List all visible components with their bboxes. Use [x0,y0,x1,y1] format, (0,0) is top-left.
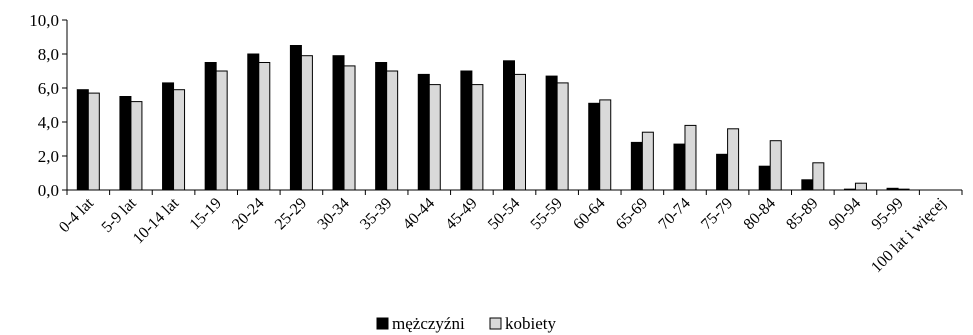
bar-mezczyzni-4 [247,53,260,191]
x-tick-label-group-18: 90-94 [826,195,864,233]
bar-kobiety-3 [215,70,228,191]
bar-mezczyzni-8 [417,73,430,191]
y-axis: 0,0 2,0 4,0 6,0 8,0 10,0 [29,11,68,200]
x-tick-label-group-13: 65-69 [613,195,651,233]
bar-kobiety-8 [428,84,441,191]
bar-mezczyzni-9 [460,70,473,191]
bar-kobiety-18 [854,182,867,191]
x-tick-label-group-20: 100 lat i więcej [868,195,949,276]
x-tick-label-group-10: 50-54 [485,195,523,233]
bar-mezczyzni-13 [630,141,643,191]
bar-kobiety-2 [173,89,186,191]
x-tick-label-group-14: 70-74 [655,195,693,233]
legend: mężczyźni kobiety [376,314,556,333]
bar-kobiety-6 [343,65,356,191]
x-tick-label-group-7: 35-39 [357,195,395,233]
bar-kobiety-9 [471,84,484,191]
legend-label-kobiety: kobiety [505,314,556,333]
y-tick-label: 0,0 [38,181,59,200]
x-tick-label-group-8: 40-44 [400,195,438,233]
x-tick-label-group-17: 85-89 [783,195,821,233]
y-tick-label: 6,0 [38,79,59,98]
x-tick-label-group-16: 80-84 [741,195,779,233]
legend-swatch-kobiety [489,317,502,330]
bar-mezczyzni-5 [289,45,302,191]
bar-mezczyzni-11 [545,75,558,191]
y-tick-label: 4,0 [38,113,59,132]
bar-kobiety-12 [599,99,612,191]
legend-swatch-mezczyzni [376,317,389,330]
legend-label-mezczyzni: mężczyźni [392,314,465,333]
bar-mezczyzni-15 [716,153,729,191]
bar-mezczyzni-17 [801,179,814,191]
bar-mezczyzni-7 [375,62,388,191]
bar-kobiety-10 [514,73,526,191]
x-tick-label-group-11: 55-59 [528,195,566,233]
x-tick-label-group-9: 45-49 [442,195,480,233]
x-tick-label-group-1: 5-9 lat [99,194,141,236]
bar-mezczyzni-2 [162,82,175,191]
bar-kobiety-16 [769,140,782,191]
x-tick-label-group-2: 10-14 lat [130,194,183,247]
x-tick-label-group-0: 0-4 lat [56,194,98,236]
x-tick-label-group-6: 30-34 [314,195,352,233]
bar-mezczyzni-12 [588,102,601,191]
x-tick-label-group-3: 15-19 [187,195,225,233]
bar-kobiety-13 [641,131,654,191]
bar-mezczyzni-6 [332,55,345,191]
bar-kobiety-14 [684,124,697,191]
bar-kobiety-1 [130,101,143,191]
x-tick-label-group-5: 25-29 [272,195,310,233]
bar-mezczyzni-14 [673,143,686,191]
bar-kobiety-7 [386,70,399,191]
y-tick-label: 10,0 [29,11,59,30]
bar-mezczyzni-10 [503,60,515,191]
bar-mezczyzni-3 [204,62,217,191]
bar-kobiety-11 [556,82,569,191]
x-tick-label-group-4: 20-24 [229,195,267,233]
bars [76,45,910,191]
bar-kobiety-0 [87,92,100,191]
bar-kobiety-15 [727,128,740,191]
x-tick-label-group-12: 60-64 [570,195,608,233]
y-tick-label: 2,0 [38,147,59,166]
y-tick-label: 8,0 [38,45,59,64]
bar-mezczyzni-1 [119,96,132,191]
bar-mezczyzni-16 [758,165,771,191]
bar-mezczyzni-0 [76,89,89,191]
x-tick-label-group-19: 95-99 [868,195,906,233]
bar-kobiety-4 [258,62,271,191]
bar-kobiety-17 [812,162,825,191]
x-tick-label-group-15: 75-79 [698,195,736,233]
bar-kobiety-5 [300,55,313,191]
